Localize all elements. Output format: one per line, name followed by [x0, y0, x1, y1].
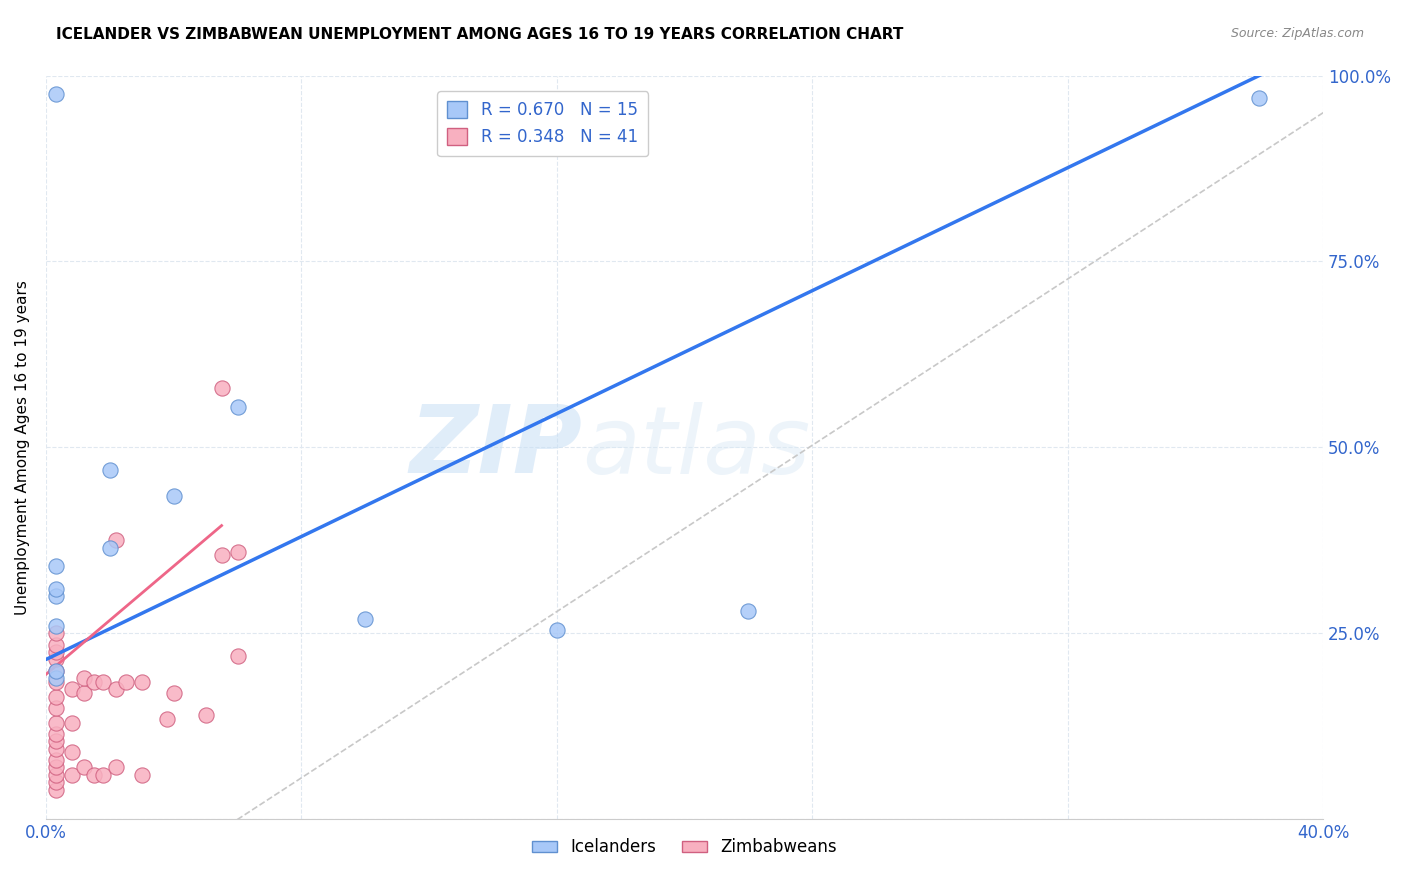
Point	[93, 768, 115, 782]
Point	[226, 544, 249, 558]
Point	[163, 686, 186, 700]
Point	[60, 715, 83, 730]
Point	[60, 746, 83, 760]
Point	[45, 768, 67, 782]
Point	[45, 734, 67, 748]
Point	[211, 549, 233, 563]
Point	[131, 674, 153, 689]
Point	[45, 645, 67, 659]
Text: ICELANDER VS ZIMBABWEAN UNEMPLOYMENT AMONG AGES 16 TO 19 YEARS CORRELATION CHART: ICELANDER VS ZIMBABWEAN UNEMPLOYMENT AMO…	[56, 27, 904, 42]
Point	[45, 715, 67, 730]
Point	[45, 671, 67, 685]
Point	[45, 701, 67, 715]
Point	[83, 674, 105, 689]
Point	[105, 533, 128, 548]
Point	[45, 626, 67, 640]
Point	[105, 682, 128, 697]
Point	[45, 664, 67, 678]
Point	[45, 87, 67, 102]
Point	[45, 690, 67, 704]
Point	[73, 671, 96, 685]
Y-axis label: Unemployment Among Ages 16 to 19 years: Unemployment Among Ages 16 to 19 years	[15, 280, 30, 615]
Point	[546, 623, 568, 637]
Point	[105, 760, 128, 774]
Point	[45, 782, 67, 797]
Point	[45, 638, 67, 652]
Point	[1249, 91, 1271, 105]
Point	[73, 686, 96, 700]
Point	[93, 674, 115, 689]
Point	[114, 674, 136, 689]
Point	[83, 768, 105, 782]
Point	[156, 712, 179, 726]
Point	[45, 652, 67, 666]
Point	[45, 664, 67, 678]
Point	[226, 648, 249, 663]
Point	[45, 559, 67, 574]
Point	[354, 611, 377, 625]
Legend: Icelanders, Zimbabweans: Icelanders, Zimbabweans	[526, 832, 844, 863]
Point	[194, 708, 217, 723]
Point	[131, 768, 153, 782]
Point	[226, 400, 249, 414]
Point	[98, 463, 121, 477]
Point	[60, 768, 83, 782]
Text: ZIP: ZIP	[409, 401, 582, 493]
Point	[60, 682, 83, 697]
Point	[98, 541, 121, 555]
Point	[737, 604, 759, 618]
Point	[73, 760, 96, 774]
Point	[45, 760, 67, 774]
Point	[45, 589, 67, 603]
Point	[45, 775, 67, 789]
Point	[45, 674, 67, 689]
Text: Source: ZipAtlas.com: Source: ZipAtlas.com	[1230, 27, 1364, 40]
Point	[211, 381, 233, 395]
Point	[45, 619, 67, 633]
Point	[45, 727, 67, 741]
Point	[45, 741, 67, 756]
Point	[45, 753, 67, 767]
Point	[45, 582, 67, 596]
Point	[163, 489, 186, 503]
Text: atlas: atlas	[582, 402, 811, 493]
